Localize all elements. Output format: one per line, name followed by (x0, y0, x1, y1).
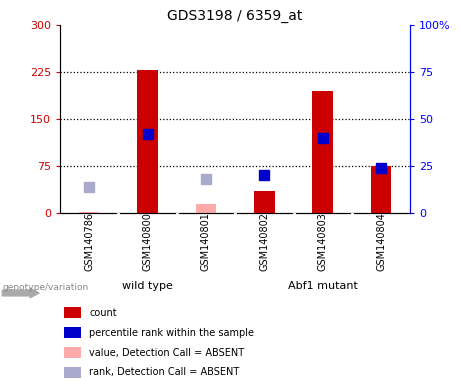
Text: GSM140800: GSM140800 (142, 212, 153, 271)
Bar (64, 347, 82, 358)
Text: percentile rank within the sample: percentile rank within the sample (89, 328, 254, 338)
Title: GDS3198 / 6359_at: GDS3198 / 6359_at (167, 8, 303, 23)
Point (202, 176, 210, 182)
Bar (64, 367, 82, 378)
Text: GSM140804: GSM140804 (376, 212, 386, 271)
Bar (137, 70, 158, 213)
Text: Abf1 mutant: Abf1 mutant (288, 281, 358, 291)
Point (85, 184, 93, 190)
Point (378, 165, 385, 171)
Text: genotype/variation: genotype/variation (2, 283, 89, 292)
Text: rank, Detection Call = ABSENT: rank, Detection Call = ABSENT (89, 367, 240, 377)
Text: value, Detection Call = ABSENT: value, Detection Call = ABSENT (89, 348, 244, 358)
Text: GSM140801: GSM140801 (201, 212, 211, 271)
Bar (254, 191, 275, 213)
Point (144, 131, 151, 137)
Text: GSM140786: GSM140786 (84, 212, 94, 271)
Text: GSM140802: GSM140802 (259, 212, 269, 271)
Bar (371, 166, 391, 213)
Bar (313, 91, 333, 213)
Bar (79, 212, 100, 213)
Bar (64, 307, 82, 318)
Text: wild type: wild type (122, 281, 173, 291)
Text: GSM140803: GSM140803 (318, 212, 328, 271)
Text: count: count (89, 308, 117, 318)
Point (260, 172, 268, 179)
Bar (195, 204, 216, 213)
Bar (64, 327, 82, 338)
Point (319, 135, 326, 141)
